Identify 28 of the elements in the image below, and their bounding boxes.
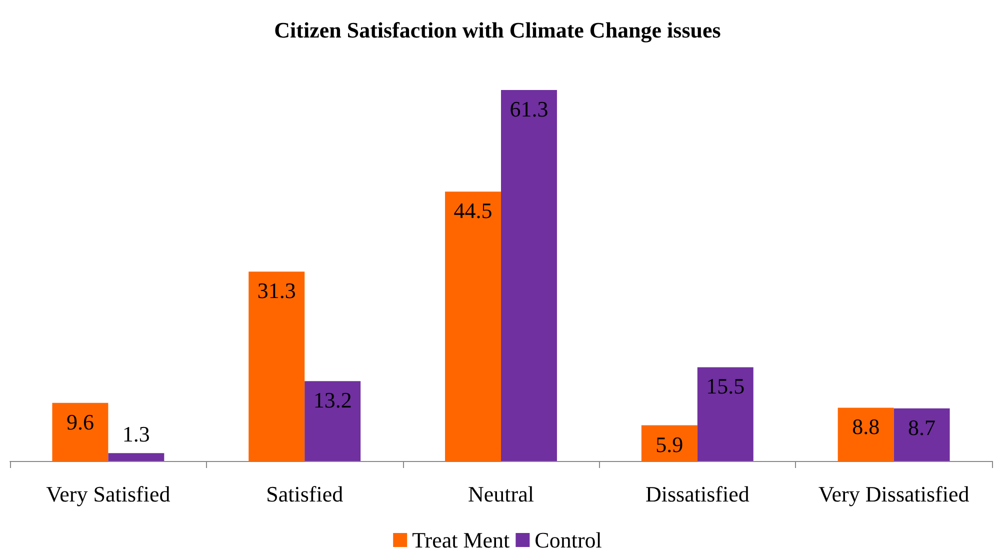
bar (501, 90, 557, 461)
legend-label: Control (534, 528, 602, 552)
data-label: 61.3 (510, 96, 548, 122)
bar (108, 453, 164, 461)
x-tick-label: Very Dissatisfied (818, 482, 970, 506)
x-tick-label: Very Satisfied (46, 482, 170, 506)
bar (52, 402, 108, 461)
data-label: 31.3 (257, 278, 296, 304)
x-tick-label: Neutral (468, 482, 534, 506)
data-label: 8.8 (852, 414, 880, 440)
bar (641, 425, 698, 461)
data-label: 15.5 (706, 374, 745, 399)
data-label: 1.3 (122, 422, 150, 447)
bar (445, 192, 501, 461)
chart-title: Citizen Satisfaction with Climate Change issues (274, 18, 722, 42)
data-label: 8.7 (908, 414, 936, 440)
data-label: 9.6 (66, 409, 94, 434)
x-tick-label: Dissatisfied (645, 482, 750, 506)
data-label: 13.2 (313, 388, 352, 413)
data-label: 5.9 (656, 432, 684, 457)
bar (248, 272, 305, 461)
bar (697, 367, 754, 461)
bar (304, 381, 361, 461)
x-tick-label: Satisfied (266, 482, 344, 506)
legend-label: Treat Ment (412, 528, 510, 552)
bar (894, 408, 950, 461)
bar (838, 408, 894, 461)
data-label: 44.5 (454, 198, 492, 224)
